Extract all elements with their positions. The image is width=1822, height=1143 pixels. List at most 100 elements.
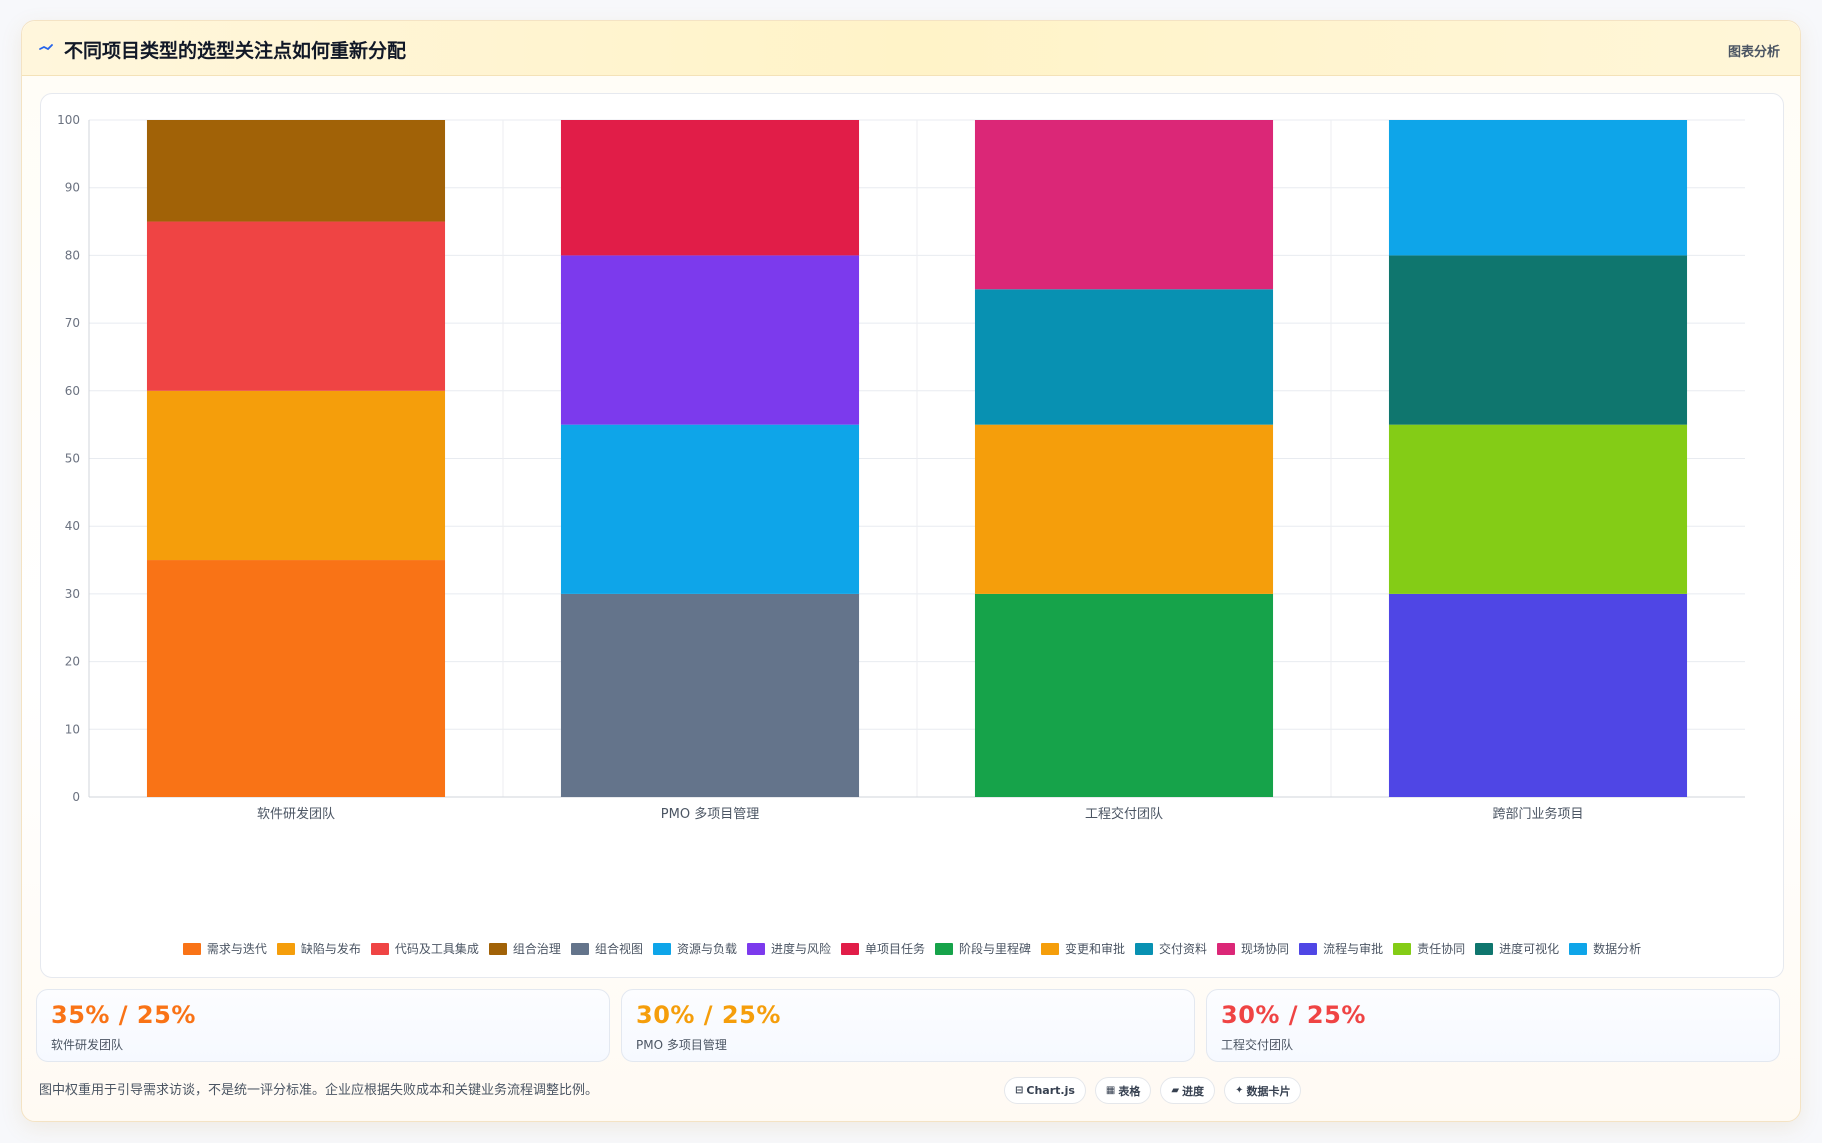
trend-line-icon: [39, 44, 53, 51]
tag-chips: ⊟ Chart.js ▦ 表格 ▰ 进度 ✦ 数据卡片: [1004, 1077, 1302, 1104]
data-card-icon: ✦: [1235, 1085, 1244, 1096]
y-tick-label: 30: [65, 587, 80, 601]
bar-segment: [146, 221, 446, 391]
bar-segment: [974, 120, 1274, 290]
chip-chartjs[interactable]: ⊟ Chart.js: [1004, 1077, 1086, 1104]
legend-label: 进度可视化: [1499, 942, 1560, 956]
stat-card-engineering: 30% / 25% 工程交付团队: [1206, 989, 1780, 1062]
legend-item[interactable]: 现场协同: [1217, 940, 1289, 957]
legend-label: 进度与风险: [770, 942, 831, 956]
progress-icon: ▰: [1171, 1085, 1180, 1096]
legend-label: 代码及工具集成: [394, 942, 479, 956]
legend-item[interactable]: 流程与审批: [1299, 940, 1383, 957]
y-tick-label: 40: [65, 519, 80, 533]
bar-segment: [1388, 255, 1688, 425]
legend-label: 交付资料: [1159, 942, 1208, 956]
x-tick-label: 软件研发团队: [257, 806, 335, 822]
bar-segment: [146, 120, 446, 222]
chip-data-card[interactable]: ✦ 数据卡片: [1224, 1077, 1302, 1104]
legend-item[interactable]: 阶段与里程碑: [935, 940, 1031, 957]
legend-item[interactable]: 进度与风险: [746, 940, 831, 957]
legend-label: 数据分析: [1593, 942, 1642, 956]
bar-segment: [1388, 593, 1688, 797]
legend-label: 组合治理: [512, 942, 561, 956]
legend-label: 组合视图: [594, 942, 643, 956]
bar-segment: [1388, 424, 1688, 594]
legend-swatch: [1217, 942, 1236, 955]
legend-swatch: [1135, 942, 1154, 955]
chip-label: 数据卡片: [1246, 1084, 1291, 1098]
bar-segment: [560, 593, 860, 797]
chart-card: 不同项目类型的选型关注点如何重新分配 图表分析 0 10 20 30 40 50 60 70 8…: [21, 20, 1801, 1122]
bar-segment: [146, 390, 446, 561]
legend-item[interactable]: 需求与迭代: [182, 940, 267, 957]
bar-segment: [974, 593, 1274, 797]
y-tick-label: 10: [65, 722, 80, 736]
stat-label: 软件研发团队: [51, 1038, 124, 1052]
legend-swatch: [370, 942, 389, 955]
chip-label: 进度: [1182, 1084, 1205, 1098]
legend-swatch: [488, 942, 507, 955]
legend-item[interactable]: 资源与负载: [652, 940, 737, 957]
legend-swatch: [935, 942, 953, 955]
legend-label: 现场协同: [1241, 942, 1290, 956]
y-tick-label: 70: [65, 316, 80, 330]
legend-item[interactable]: 变更和审批: [1041, 940, 1125, 957]
stacked-bar-chart: 0 10 20 30 40 50 60 70 80 90 100 软件研发团队 PMO 多项目管理 工程交…: [57, 113, 1745, 822]
y-tick-label: 50: [65, 452, 80, 466]
legend-swatch: [1299, 942, 1318, 955]
y-tick-label: 90: [65, 181, 80, 195]
legend-label: 流程与审批: [1323, 942, 1384, 956]
y-tick-label: 80: [65, 248, 80, 262]
legend-item[interactable]: 交付资料: [1135, 940, 1207, 957]
legend-swatch: [1393, 942, 1412, 955]
legend-swatch: [1041, 942, 1060, 955]
legend-item[interactable]: 责任协同: [1393, 940, 1465, 957]
legend-swatch: [182, 942, 201, 955]
legend-label: 责任协同: [1417, 942, 1466, 956]
footnote: 图中权重用于引导需求访谈，不是统一评分标准。企业应根据失败成本和关键业务流程调整…: [39, 1083, 599, 1098]
chart-panel: 0 10 20 30 40 50 60 70 80 90 100 软件研发团队 PMO 多项目管理 工程交…: [40, 93, 1784, 978]
legend-item[interactable]: 单项目任务: [840, 940, 925, 957]
stat-value: 30% / 25%: [636, 1001, 781, 1029]
legend-swatch: [1569, 942, 1588, 955]
y-tick-label: 60: [65, 384, 80, 398]
bar-segment: [974, 424, 1274, 594]
bar-segment: [560, 424, 860, 594]
legend-swatch: [840, 942, 859, 955]
chip-progress[interactable]: ▰ 进度: [1160, 1077, 1216, 1104]
stat-value: 30% / 25%: [1221, 1001, 1366, 1029]
bar-segment: [974, 289, 1274, 425]
legend-swatch: [1475, 942, 1494, 955]
chip-table[interactable]: ▦ 表格: [1094, 1077, 1152, 1104]
legend-item[interactable]: 代码及工具集成: [370, 940, 479, 957]
legend-item[interactable]: 组合视图: [570, 940, 643, 957]
chart-legend: 需求与迭代 缺陷与发布 代码及工具集成 组合治理 组合视图 资源与负载 进度与风险 单项目任务…: [41, 940, 1783, 957]
card-header: 不同项目类型的选型关注点如何重新分配 图表分析: [22, 21, 1800, 76]
chart-analysis-link[interactable]: 图表分析: [1727, 45, 1780, 60]
legend-item[interactable]: 数据分析: [1569, 940, 1641, 957]
stat-label: 工程交付团队: [1221, 1038, 1294, 1052]
chip-label: Chart.js: [1026, 1084, 1075, 1097]
legend-label: 缺陷与发布: [300, 942, 361, 956]
x-tick-label: PMO 多项目管理: [661, 806, 759, 822]
chip-label: 表格: [1118, 1084, 1141, 1098]
x-tick-label: 跨部门业务项目: [1492, 806, 1583, 822]
legend-item[interactable]: 进度可视化: [1475, 940, 1559, 957]
y-tick-label: 20: [65, 655, 80, 669]
legend-item[interactable]: 组合治理: [488, 940, 561, 957]
stat-label: PMO 多项目管理: [636, 1038, 727, 1052]
legend-item[interactable]: 缺陷与发布: [276, 940, 361, 957]
legend-swatch: [652, 942, 671, 955]
bar-segment: [1388, 120, 1688, 256]
legend-label: 资源与负载: [676, 942, 737, 956]
legend-label: 单项目任务: [864, 942, 925, 956]
bar-segment: [560, 120, 860, 256]
x-tick-label: 工程交付团队: [1085, 806, 1163, 822]
legend-swatch: [276, 942, 295, 955]
stat-value: 35% / 25%: [51, 1001, 196, 1029]
bar-segment: [146, 560, 446, 797]
table-icon: ▦: [1105, 1085, 1116, 1096]
y-tick-label: 100: [57, 113, 80, 127]
chart-title: 不同项目类型的选型关注点如何重新分配: [64, 40, 407, 62]
